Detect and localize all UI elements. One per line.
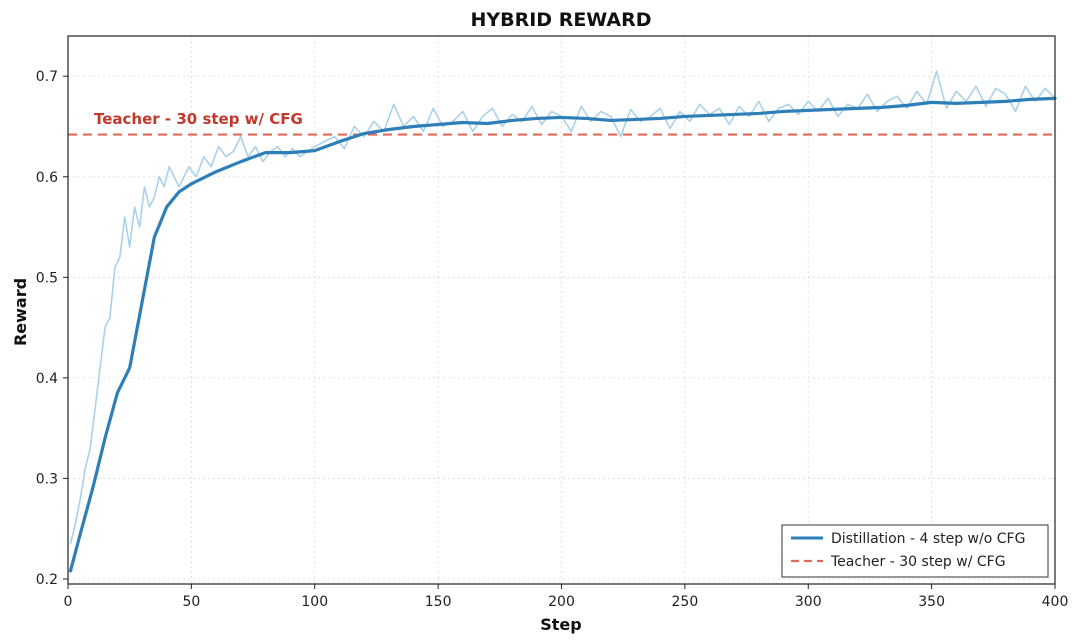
x-tick-label: 100: [301, 594, 328, 610]
series-distillation-line: [68, 96, 1057, 573]
y-tick-label: 0.5: [36, 270, 58, 286]
x-tick-label: 400: [1042, 594, 1069, 610]
x-tick-label: 250: [672, 594, 699, 610]
legend-box: [781, 524, 1049, 578]
y-axis-title: Reward: [11, 278, 30, 346]
chart-title: HYBRID REWARD: [470, 9, 651, 31]
ticks-layer: 0 50 100 150 200 250 300 350 400 0.2 0.3 0.4 0.5 0.6 0…: [36, 69, 1069, 610]
teacher-annotation: Teacher - 30 step w/ CFG: [94, 110, 303, 128]
y-tick-label: 0.6: [36, 170, 58, 186]
x-tick-label: 50: [182, 594, 200, 610]
y-tick-label: 0.3: [36, 471, 58, 487]
y-tick-label: 0.2: [36, 572, 58, 588]
x-tick-label: 200: [548, 594, 575, 610]
x-tick-label: 0: [64, 594, 73, 610]
x-tick-label: 350: [918, 594, 945, 610]
y-tick-label: 0.4: [36, 371, 58, 387]
series-layer: [68, 70, 1057, 573]
x-axis-title: Step: [540, 615, 581, 634]
legend-label-distillation: Distillation - 4 step w/o CFG: [831, 531, 1025, 547]
x-tick-label: 300: [795, 594, 822, 610]
y-tick-label: 0.7: [36, 69, 58, 85]
legend-label-teacher: Teacher - 30 step w/ CFG: [830, 554, 1006, 570]
x-tick-label: 150: [425, 594, 452, 610]
series-raw-reward-line: [69, 70, 1056, 544]
legend: Distillation - 4 step w/o CFG Teacher - …: [781, 524, 1049, 578]
